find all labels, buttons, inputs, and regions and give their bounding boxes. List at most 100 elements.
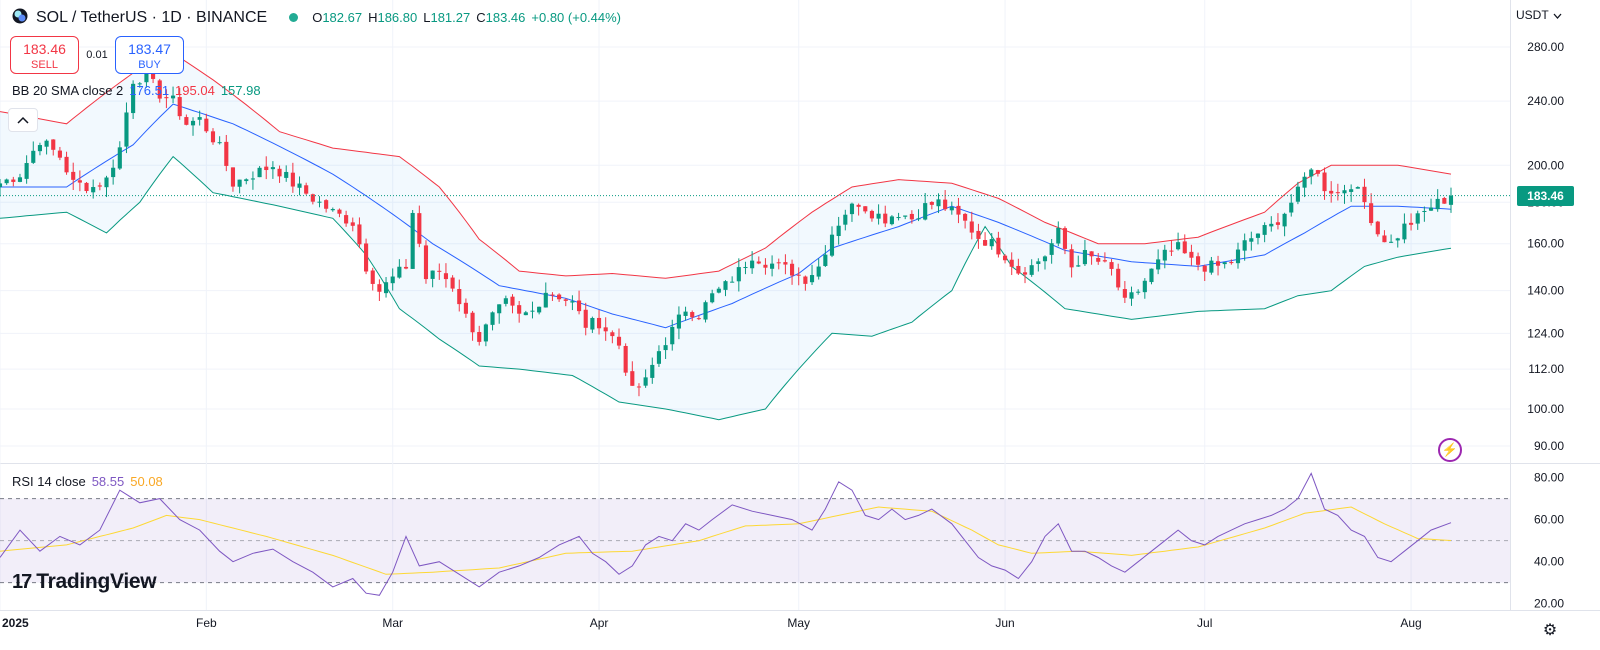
candle-body	[1402, 223, 1407, 240]
candle-body	[1448, 195, 1454, 205]
candle-body	[1395, 238, 1400, 241]
candle-body	[144, 70, 149, 83]
candle	[1369, 193, 1374, 226]
candle	[423, 240, 429, 284]
candle-body	[1355, 187, 1360, 189]
candle-body	[383, 282, 389, 294]
currency-selector[interactable]: USDT	[1516, 8, 1562, 22]
gear-icon[interactable]: ⚙	[1542, 622, 1558, 639]
buy-button[interactable]: 183.47 BUY	[115, 36, 184, 74]
lightning-icon[interactable]: ⚡	[1438, 438, 1462, 462]
time-axis[interactable]: 2025 Feb Mar Apr May Jun Jul Aug	[2, 616, 1422, 630]
collapse-legend-button[interactable]	[8, 108, 38, 132]
candle	[1395, 237, 1400, 248]
chart-grid	[0, 0, 1600, 611]
candle-body	[1076, 265, 1081, 267]
candle-body	[1162, 249, 1167, 261]
candle	[1249, 231, 1254, 251]
candle	[736, 258, 741, 292]
candle-body	[690, 312, 695, 318]
symbol-logo-icon	[12, 8, 28, 27]
candle	[337, 208, 342, 218]
candle	[357, 217, 362, 249]
candle-body	[497, 304, 502, 314]
candle	[1142, 278, 1147, 299]
candle	[557, 293, 562, 302]
candle	[730, 276, 735, 283]
candle	[1315, 169, 1320, 177]
candle-body	[743, 267, 748, 269]
rsi-ma-line	[0, 506, 1452, 575]
candle-body	[457, 288, 462, 305]
candle	[1428, 198, 1434, 212]
candle-body	[643, 377, 648, 386]
candle	[1122, 281, 1127, 303]
candle-body	[204, 118, 209, 132]
candle	[1275, 213, 1281, 230]
candle	[1096, 253, 1101, 265]
candle	[457, 279, 462, 312]
candle	[1169, 240, 1174, 257]
candle-body	[350, 222, 355, 226]
candle	[750, 251, 755, 274]
sell-button[interactable]: 183.46 SELL	[10, 36, 79, 74]
time-tick-label: Feb	[196, 616, 217, 630]
candle-body	[1062, 228, 1068, 249]
candle	[1309, 168, 1314, 185]
candle-body	[650, 364, 655, 378]
candle	[1295, 181, 1300, 205]
candle-body	[510, 296, 515, 306]
candle	[237, 179, 242, 194]
candle-body	[770, 263, 775, 269]
candle-body	[1315, 170, 1320, 174]
candle	[377, 279, 382, 301]
candle	[1056, 221, 1061, 247]
candle-body	[97, 185, 102, 187]
candle-body	[11, 179, 16, 182]
candle	[716, 286, 721, 294]
candle	[1402, 213, 1407, 244]
spread-value: 0.01	[86, 49, 108, 61]
candle	[583, 302, 588, 336]
candle-body	[823, 254, 828, 266]
candle	[829, 226, 835, 258]
candle-body	[943, 199, 948, 210]
candle-body	[1415, 213, 1420, 224]
trade-panel: 183.46 SELL 0.01 183.47 BUY	[10, 36, 184, 74]
candle-body	[91, 187, 96, 193]
rsi-legend[interactable]: RSI 14 close 58.55 50.08	[12, 474, 163, 489]
candle	[1029, 259, 1034, 277]
candle-body	[923, 203, 928, 220]
candle-body	[1295, 186, 1300, 202]
tradingview-logo[interactable]: 17 TradingView	[12, 570, 157, 594]
candle	[989, 232, 994, 250]
candle	[903, 215, 908, 220]
candle	[131, 80, 136, 119]
candle	[896, 212, 901, 221]
candle	[836, 216, 841, 245]
candle-body	[370, 270, 375, 284]
candle	[417, 205, 422, 248]
price-tick-label: 100.00	[1527, 402, 1564, 416]
candle-body	[1169, 250, 1174, 252]
candle	[1189, 244, 1194, 266]
candle	[31, 141, 36, 164]
candle	[97, 182, 102, 191]
candle	[723, 280, 728, 297]
candle-body	[1442, 198, 1447, 204]
candle	[51, 139, 56, 156]
market-status-icon[interactable]	[289, 13, 299, 22]
candle-body	[117, 147, 122, 169]
price-axis[interactable]: 90.00100.00112.00124.00140.00160.00180.0…	[1527, 40, 1564, 611]
symbol-title[interactable]: SOL / TetherUS · 1D · BINANCE	[36, 8, 268, 26]
candle-body	[397, 266, 402, 278]
candle-body	[217, 142, 222, 144]
price-tick-label: 160.00	[1527, 237, 1564, 251]
candle	[264, 156, 269, 180]
candle	[1229, 259, 1234, 265]
bollinger-legend[interactable]: BB 20 SMA close 2 176.51 195.04 157.98	[12, 83, 261, 98]
candle	[1149, 268, 1154, 285]
candle	[610, 330, 615, 344]
candle	[676, 306, 681, 340]
